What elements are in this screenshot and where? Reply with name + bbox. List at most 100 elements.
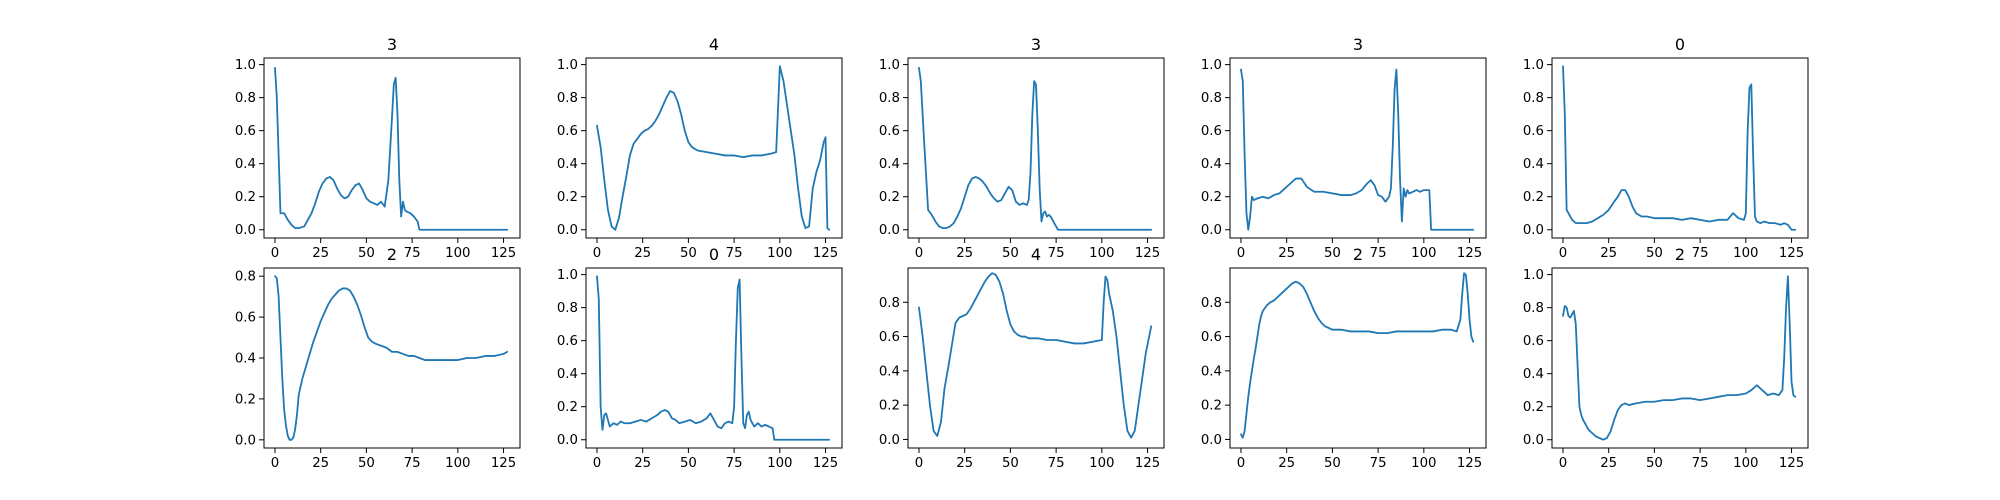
y-tick-label: 0.8 [557,301,578,316]
series-line [1240,68,1475,231]
axes-frame [907,57,1165,239]
y-tick-label: 0.6 [879,330,900,345]
y-tick-label: 0.0 [879,433,900,448]
x-tick-label: 125 [1457,456,1482,471]
x-tick-label: 125 [813,246,838,261]
y-tick-label: 1.0 [1201,58,1222,73]
x-tick-label: 50 [680,456,697,471]
y-tick-label: 0.2 [1201,399,1222,414]
x-tick-label: 75 [404,456,421,471]
x-tick-label: 75 [1048,456,1065,471]
x-tick-label: 50 [358,246,375,261]
x-tick-label: 125 [1779,456,1804,471]
series-line [596,65,831,231]
y-tick-label: 0.4 [235,157,256,172]
x-tick-label: 125 [1135,246,1160,261]
x-tick-label: 125 [1457,246,1482,261]
x-tick-label: 25 [1278,246,1295,261]
y-tick-label: 0.2 [1523,400,1544,415]
x-tick-label: 100 [1089,246,1114,261]
y-tick-label: 0.4 [1201,364,1222,379]
subplot-title: 3 [387,35,397,54]
y-tick-label: 1.0 [557,58,578,73]
axes-frame [1551,267,1809,449]
x-tick-label: 75 [1692,246,1709,261]
x-tick-label: 25 [956,456,973,471]
x-tick-label: 50 [1002,246,1019,261]
x-tick-label: 125 [813,456,838,471]
subplot-7: 0 0 25 50 75 100 125 0.0 0.2 0.4 0.6 0.8 1.0 [557,245,843,471]
y-tick-label: 0.4 [557,157,578,172]
y-tick-label: 1.0 [557,268,578,283]
axes-frame [263,57,521,239]
y-tick-label: 0.0 [557,433,578,448]
y-tick-label: 0.0 [1201,223,1222,238]
y-tick-label: 0.2 [879,190,900,205]
series-line [596,275,831,441]
axes-frame [585,57,843,239]
x-tick-label: 25 [312,456,329,471]
x-tick-label: 0 [915,456,923,471]
x-tick-label: 100 [445,246,470,261]
y-tick-label: 0.8 [1523,301,1544,316]
x-tick-label: 0 [915,246,923,261]
x-tick-label: 50 [680,246,697,261]
subplot-title: 0 [1675,35,1685,54]
x-tick-label: 75 [1692,456,1709,471]
x-tick-label: 0 [271,456,279,471]
series-line [918,67,1153,231]
x-tick-label: 25 [1278,456,1295,471]
x-tick-label: 75 [1370,456,1387,471]
y-tick-label: 0.0 [1201,433,1222,448]
subplot-title: 0 [709,245,719,264]
series-line [274,67,509,231]
x-tick-label: 50 [358,456,375,471]
x-tick-label: 125 [491,246,516,261]
subplot-5: 0 0 25 50 75 100 125 0.0 0.2 0.4 0.6 0.8 1.0 [1523,35,1809,261]
y-tick-label: 0.8 [879,296,900,311]
series-line [274,275,509,441]
axes-frame [907,267,1165,449]
y-tick-label: 1.0 [1523,268,1544,283]
x-tick-label: 75 [726,456,743,471]
x-tick-label: 25 [1600,456,1617,471]
y-tick-label: 0.2 [1201,190,1222,205]
series-line [1562,65,1797,231]
y-tick-label: 0.0 [557,223,578,238]
y-tick-label: 0.2 [879,399,900,414]
y-tick-label: 0.0 [1523,223,1544,238]
x-tick-label: 50 [1646,246,1663,261]
y-tick-label: 0.6 [1523,124,1544,139]
subplot-1: 3 0 25 50 75 100 125 0.0 0.2 0.4 0.6 0.8 1.0 [235,35,521,261]
x-tick-label: 75 [404,246,421,261]
y-tick-label: 0.0 [235,223,256,238]
series-line [1562,275,1797,441]
x-tick-label: 50 [1324,246,1341,261]
y-tick-label: 0.2 [557,400,578,415]
y-tick-label: 0.4 [1201,157,1222,172]
x-tick-label: 75 [1048,246,1065,261]
x-tick-label: 50 [1002,456,1019,471]
x-tick-label: 100 [767,246,792,261]
x-tick-label: 0 [593,456,601,471]
y-tick-label: 0.4 [1523,367,1544,382]
y-tick-label: 0.8 [557,91,578,106]
y-tick-label: 1.0 [235,58,256,73]
x-tick-label: 125 [1135,456,1160,471]
x-tick-label: 0 [1559,456,1567,471]
y-tick-label: 0.6 [1201,124,1222,139]
y-tick-label: 0.0 [879,223,900,238]
axes-frame [1229,267,1487,449]
y-tick-label: 0.6 [879,124,900,139]
subplot-title: 2 [1675,245,1685,264]
subplot-title: 2 [387,245,397,264]
subplot-title: 4 [1031,245,1041,264]
x-tick-label: 100 [1411,246,1436,261]
y-tick-label: 0.6 [1201,330,1222,345]
x-tick-label: 100 [1733,246,1758,261]
x-tick-label: 0 [1559,246,1567,261]
y-tick-label: 1.0 [879,58,900,73]
x-tick-label: 25 [634,246,651,261]
